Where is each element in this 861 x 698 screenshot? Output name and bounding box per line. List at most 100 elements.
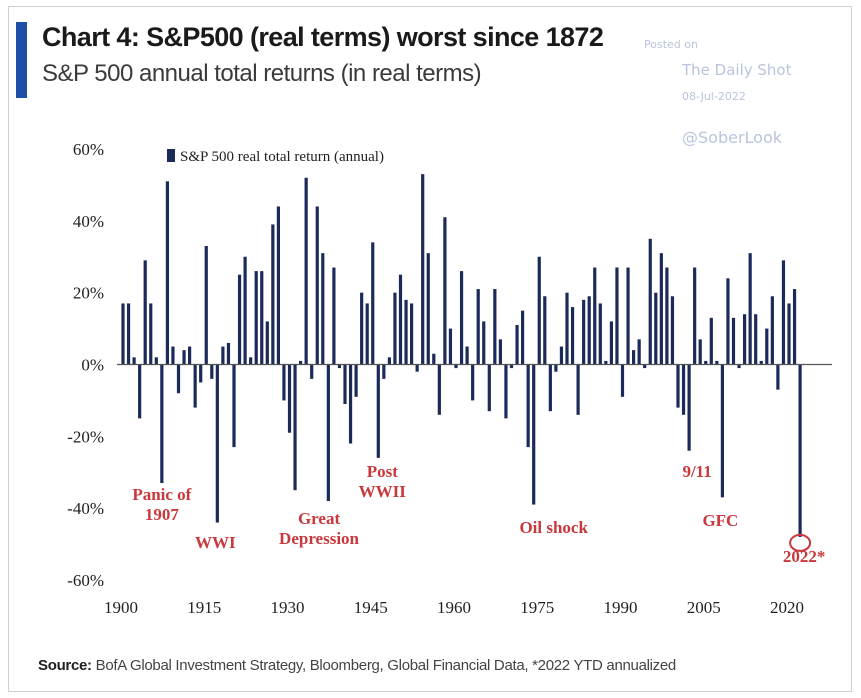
chart-subtitle: S&P 500 annual total returns (in real te… xyxy=(42,60,482,87)
bar-1988 xyxy=(609,321,613,365)
bar-1983 xyxy=(582,299,586,365)
bar-2022 xyxy=(798,364,802,537)
bar-1975 xyxy=(537,256,541,365)
bar-1940 xyxy=(343,364,347,405)
watermark-handle: @SoberLook xyxy=(682,128,782,147)
bar-1960 xyxy=(454,364,458,369)
bar-1913 xyxy=(193,364,197,408)
bar-1955 xyxy=(426,253,430,365)
bar-1957 xyxy=(437,364,441,415)
bar-1982 xyxy=(576,364,580,415)
bar-1918 xyxy=(221,346,225,365)
bar-1939 xyxy=(337,364,342,369)
annotation-line: 2022* xyxy=(783,547,826,566)
bar-1973 xyxy=(526,364,530,448)
y-axis: 60% 40% 20% 0% -20% -40% -60% xyxy=(67,140,104,590)
bar-1903 xyxy=(138,364,142,419)
bar-2014 xyxy=(754,314,758,365)
source-note: Source: BofA Global Investment Strategy,… xyxy=(38,657,676,674)
bar-1971 xyxy=(515,324,519,365)
x-axis: 1900 1915 1930 1945 1960 1975 1990 2005 2020 xyxy=(104,598,804,617)
bar-1956 xyxy=(432,353,436,365)
bar-1901 xyxy=(126,303,131,365)
bar-1951 xyxy=(404,299,408,365)
bar-1996 xyxy=(654,292,658,365)
title-accent-bar xyxy=(16,22,27,98)
annotation-line: 9/11 xyxy=(682,462,711,481)
watermark-publisher: The Daily Shot xyxy=(682,61,792,79)
bar-1961 xyxy=(459,271,464,365)
bar-1927 xyxy=(271,224,275,365)
bar-2017 xyxy=(770,296,774,365)
bar-1979 xyxy=(559,346,564,365)
annotation-1946: Post WWII xyxy=(359,462,407,501)
bar-1943 xyxy=(360,292,364,365)
bar-1968 xyxy=(498,339,502,365)
bar-1953 xyxy=(415,364,419,372)
bar-1923 xyxy=(249,357,253,365)
bar-1969 xyxy=(504,364,508,419)
y-tick-label: -40% xyxy=(67,499,104,518)
bar-1945 xyxy=(371,242,375,365)
annotation-line: Great xyxy=(298,509,341,528)
y-tick-label: -20% xyxy=(67,427,104,446)
bar-1993 xyxy=(637,339,641,365)
bar-2002 xyxy=(687,364,691,451)
bar-1959 xyxy=(448,328,453,365)
bar-2021 xyxy=(792,289,797,365)
source-label: Source: xyxy=(38,657,92,674)
annotation-1974: Oil shock xyxy=(519,518,588,537)
x-tick-label: 1900 xyxy=(104,598,138,617)
bar-2012 xyxy=(743,314,747,365)
annotation-line: Oil shock xyxy=(519,518,588,537)
bar-1926 xyxy=(265,321,269,365)
annotation-2008: GFC xyxy=(702,511,738,530)
bar-1919 xyxy=(226,342,231,365)
bar-1933 xyxy=(304,177,308,365)
bar-2009 xyxy=(726,278,730,365)
bar-1920 xyxy=(232,364,236,448)
bar-1931 xyxy=(293,364,297,491)
legend-swatch xyxy=(167,149,175,162)
bar-1949 xyxy=(393,292,397,365)
bar-2013 xyxy=(748,253,752,365)
highlight-circle xyxy=(789,533,812,552)
bar-1965 xyxy=(482,321,486,365)
bar-1994 xyxy=(643,364,647,369)
bar-1954 xyxy=(421,174,425,365)
bar-2010 xyxy=(731,317,736,365)
bar-1944 xyxy=(365,303,369,365)
annotation-line: WWII xyxy=(359,482,407,501)
bar-1999 xyxy=(670,296,675,365)
y-tick-label: 60% xyxy=(73,140,104,159)
bar-2001 xyxy=(681,364,686,415)
bar-1938 xyxy=(332,267,336,365)
bar-1986 xyxy=(598,303,602,365)
bar-1948 xyxy=(387,357,391,365)
bar-2011 xyxy=(737,364,741,369)
y-tick-label: 20% xyxy=(73,284,104,303)
bar-1978 xyxy=(554,364,558,372)
bar-1946 xyxy=(376,364,380,458)
bar-1929 xyxy=(282,364,286,401)
bar-1910 xyxy=(176,364,181,394)
x-tick-label: 2005 xyxy=(687,598,721,617)
bar-1964 xyxy=(476,289,480,365)
bar-2000 xyxy=(676,364,680,408)
bar-2015 xyxy=(759,360,763,365)
x-tick-label: 1915 xyxy=(187,598,221,617)
x-tick-label: 1930 xyxy=(271,598,305,617)
bar-2019 xyxy=(781,260,786,365)
bar-1937 xyxy=(326,364,330,501)
bar-2003 xyxy=(693,267,697,365)
bar-1947 xyxy=(382,364,386,379)
bar-2004 xyxy=(698,339,702,365)
bar-2005 xyxy=(704,360,708,365)
bar-1977 xyxy=(548,364,552,412)
annotation-line: Post xyxy=(367,462,399,481)
x-tick-label: 1975 xyxy=(520,598,554,617)
bar-1917 xyxy=(215,364,219,523)
bar-1989 xyxy=(615,267,619,365)
